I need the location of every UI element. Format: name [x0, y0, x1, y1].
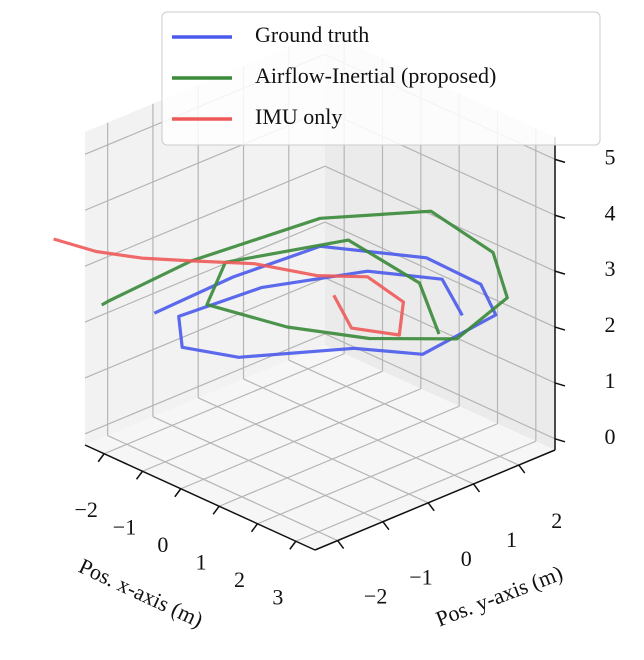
- legend-box: [161, 11, 601, 146]
- tick-mark: [250, 523, 259, 533]
- grid-line: [324, 277, 556, 384]
- y-axis-label: Pos. y-axis (m): [432, 560, 566, 631]
- tick-mark: [554, 270, 566, 275]
- z-tick-label: 3: [605, 256, 616, 281]
- tick-mark: [382, 521, 390, 531]
- tick-mark: [174, 488, 182, 498]
- grid-line: [84, 165, 326, 267]
- tick-mark: [518, 464, 526, 474]
- trajectory: [53, 237, 405, 337]
- y-tick-label: 0: [461, 546, 472, 571]
- grid-line: [243, 378, 474, 485]
- grid-line: [84, 333, 326, 435]
- tick-mark: [554, 382, 566, 387]
- grid-line: [84, 277, 326, 379]
- y-tick-label: 1: [506, 527, 517, 552]
- grid-line: [324, 333, 556, 440]
- grid-line: [152, 416, 384, 523]
- y-tick-label: −1: [409, 565, 432, 590]
- grid-line: [197, 397, 429, 504]
- trajectory: [100, 209, 509, 341]
- x-tick-label: 0: [157, 532, 168, 557]
- legend-label: Ground truth: [255, 22, 369, 47]
- y-tick-label: −2: [364, 584, 387, 609]
- tick-mark: [135, 470, 144, 480]
- grid-line: [288, 359, 520, 466]
- x-tick-label: −1: [113, 514, 136, 539]
- x-axis-label: Pos. x-axis (m): [75, 553, 207, 632]
- tick-mark: [427, 502, 435, 512]
- grid-line: [107, 435, 338, 542]
- grid-line: [180, 388, 422, 490]
- legend-label: IMU only: [255, 104, 342, 129]
- tick-mark: [554, 158, 566, 164]
- x-axis: [84, 444, 316, 551]
- x-tick-label: 1: [196, 549, 207, 574]
- z-tick-label: 1: [605, 368, 616, 393]
- tick-mark: [212, 505, 220, 515]
- legend: Ground truth Airflow-Inertial (proposed) I…: [161, 11, 601, 146]
- tick-mark: [554, 214, 566, 219]
- x-tick-label: 3: [272, 584, 283, 609]
- grid-line: [142, 370, 383, 472]
- tick-mark: [337, 540, 345, 550]
- tick-mark: [554, 326, 566, 331]
- z-tick-label: 0: [605, 424, 616, 449]
- grid-line: [218, 405, 460, 507]
- y-tick-label: 2: [551, 508, 562, 533]
- x-tick-label: −2: [74, 497, 97, 522]
- tick-mark: [472, 483, 481, 493]
- grid-line: [324, 221, 556, 328]
- tick-mark: [97, 453, 105, 463]
- z-tick-label: 4: [605, 200, 616, 225]
- z-tick-label: 5: [605, 144, 616, 169]
- z-tick-label: 2: [605, 312, 616, 337]
- tick-mark: [554, 438, 566, 443]
- x-tick-label: 2: [234, 567, 245, 592]
- tick-mark: [289, 540, 297, 550]
- grid-line: [84, 221, 326, 323]
- y-axis: [314, 449, 556, 551]
- grid-line: [295, 440, 537, 542]
- grid-line: [257, 423, 498, 525]
- grid-line: [103, 353, 345, 455]
- legend-label: Airflow-Inertial (proposed): [255, 63, 496, 88]
